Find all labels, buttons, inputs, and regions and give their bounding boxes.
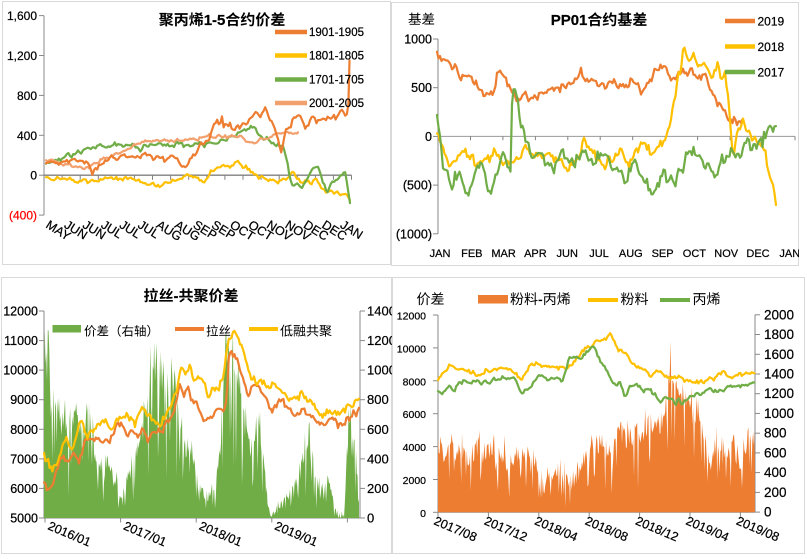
svg-text:9000: 9000	[10, 393, 38, 407]
svg-text:6000: 6000	[10, 482, 38, 496]
svg-text:DEC: DEC	[746, 248, 769, 260]
svg-text:10000: 10000	[397, 343, 426, 355]
svg-text:(1000): (1000)	[396, 227, 432, 241]
svg-text:2000: 2000	[403, 475, 427, 487]
svg-text:(400): (400)	[9, 209, 37, 223]
svg-text:OCT: OCT	[683, 248, 707, 260]
svg-text:JUL: JUL	[589, 248, 609, 260]
svg-text:0: 0	[420, 508, 426, 520]
svg-text:1,600: 1,600	[7, 9, 37, 23]
svg-text:4000: 4000	[403, 442, 427, 454]
svg-text:AUG: AUG	[619, 248, 643, 260]
svg-text:400: 400	[17, 129, 37, 143]
svg-text:2019: 2019	[758, 15, 785, 29]
svg-text:400: 400	[764, 465, 787, 480]
svg-text:1701-1705: 1701-1705	[309, 75, 364, 87]
svg-text:10000: 10000	[3, 364, 38, 378]
svg-text:600: 600	[764, 445, 787, 460]
svg-text:500: 500	[411, 81, 432, 95]
svg-text:800: 800	[764, 426, 787, 441]
svg-text:1-5: 1-5	[204, 12, 226, 29]
svg-text:600: 600	[367, 422, 389, 437]
svg-text:2018: 2018	[758, 40, 785, 54]
svg-text:APR: APR	[524, 248, 547, 260]
svg-text:200: 200	[764, 485, 787, 500]
svg-text:800: 800	[17, 89, 37, 103]
svg-text:400: 400	[367, 451, 389, 466]
svg-text:8000: 8000	[403, 376, 427, 388]
svg-text:1200: 1200	[764, 386, 794, 401]
svg-text:NOV: NOV	[714, 248, 739, 260]
svg-text:MAR: MAR	[491, 248, 516, 260]
svg-text:(500): (500)	[403, 179, 432, 193]
svg-text:0: 0	[425, 130, 432, 144]
svg-text:6000: 6000	[403, 409, 427, 421]
svg-text:JUN: JUN	[557, 248, 578, 260]
svg-text:200: 200	[367, 481, 389, 496]
svg-text:1000: 1000	[367, 363, 392, 378]
svg-text:FEB: FEB	[461, 248, 482, 260]
svg-text:8000: 8000	[10, 423, 38, 437]
svg-text:-: -	[538, 291, 543, 307]
svg-text:1,200: 1,200	[7, 49, 37, 63]
svg-text:1600: 1600	[764, 347, 794, 362]
svg-text:1400: 1400	[764, 367, 794, 382]
svg-text:11000: 11000	[4, 334, 38, 348]
svg-text:1000: 1000	[404, 33, 432, 47]
svg-text:2001-2005: 2001-2005	[309, 98, 364, 110]
svg-text:-: -	[174, 288, 179, 305]
svg-text:5000: 5000	[10, 512, 38, 526]
svg-text:1800: 1800	[764, 327, 794, 342]
svg-text:JAN: JAN	[779, 248, 799, 260]
svg-text:12000: 12000	[3, 305, 38, 319]
svg-text:JAN: JAN	[430, 248, 451, 260]
svg-text:7000: 7000	[10, 452, 38, 466]
svg-text:1200: 1200	[367, 333, 392, 348]
svg-text:0: 0	[30, 169, 37, 183]
svg-text:0: 0	[367, 511, 374, 526]
svg-text:12000: 12000	[397, 311, 426, 323]
svg-text:PP01: PP01	[551, 12, 588, 29]
svg-text:0: 0	[764, 505, 772, 520]
svg-text:1000: 1000	[764, 406, 794, 421]
svg-text:1400: 1400	[367, 304, 392, 319]
svg-text:1901-1905: 1901-1905	[309, 27, 364, 39]
svg-text:SEP: SEP	[652, 248, 674, 260]
svg-text:2000: 2000	[764, 307, 794, 322]
svg-text:800: 800	[367, 392, 389, 407]
svg-text:1801-1805: 1801-1805	[309, 51, 364, 63]
svg-text:2017: 2017	[758, 66, 785, 80]
